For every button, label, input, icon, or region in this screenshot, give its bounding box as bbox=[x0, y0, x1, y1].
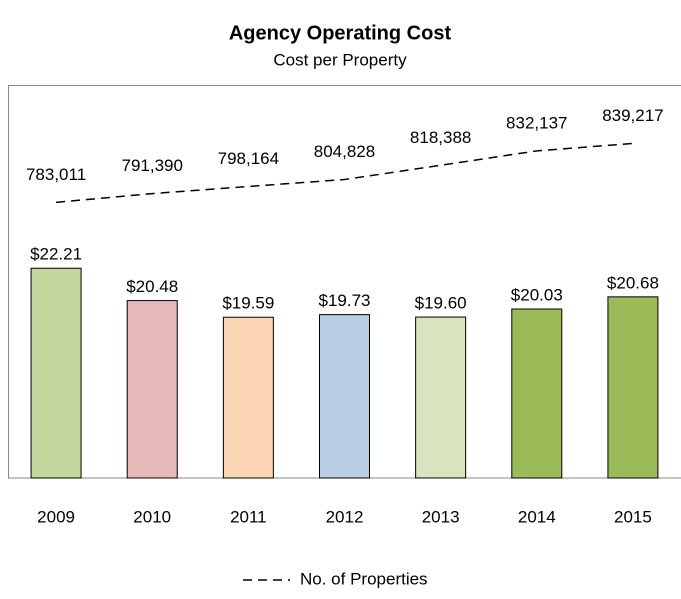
data-label: 839,217 bbox=[602, 106, 663, 125]
data-label: $19.60 bbox=[415, 294, 467, 313]
bar bbox=[222, 316, 274, 479]
legend-label: No. of Properties bbox=[300, 569, 428, 588]
bar bbox=[319, 314, 370, 479]
x-tick-label: 2011 bbox=[230, 507, 267, 526]
x-tick-label: 2014 bbox=[518, 507, 556, 526]
data-label: 798,164 bbox=[218, 149, 279, 168]
bar bbox=[511, 308, 563, 479]
data-label: $20.48 bbox=[126, 277, 178, 296]
chart-subtitle: Cost per Property bbox=[273, 50, 407, 69]
bar bbox=[607, 296, 659, 479]
data-label: $20.03 bbox=[511, 285, 563, 304]
data-label: 804,828 bbox=[314, 142, 375, 161]
data-label: 783,011 bbox=[26, 165, 86, 184]
chart-title: Agency Operating Cost bbox=[229, 22, 452, 44]
x-tick-label: 2009 bbox=[37, 507, 75, 526]
x-tick-label: 2013 bbox=[422, 507, 460, 526]
data-label: $20.68 bbox=[607, 273, 659, 292]
x-tick-label: 2012 bbox=[326, 507, 364, 526]
line bbox=[56, 142, 633, 204]
data-label: 791,390 bbox=[121, 156, 182, 175]
x-tick-label: 2010 bbox=[133, 507, 171, 526]
data-label: $19.59 bbox=[222, 294, 274, 313]
data-label: 832,137 bbox=[506, 113, 567, 132]
bar bbox=[126, 300, 178, 479]
bar bbox=[30, 267, 82, 479]
bar bbox=[415, 316, 467, 479]
data-label: $22.21 bbox=[30, 245, 82, 264]
data-label: $19.73 bbox=[319, 291, 371, 310]
data-label: 818,388 bbox=[410, 128, 471, 147]
x-tick-label: 2015 bbox=[614, 507, 652, 526]
